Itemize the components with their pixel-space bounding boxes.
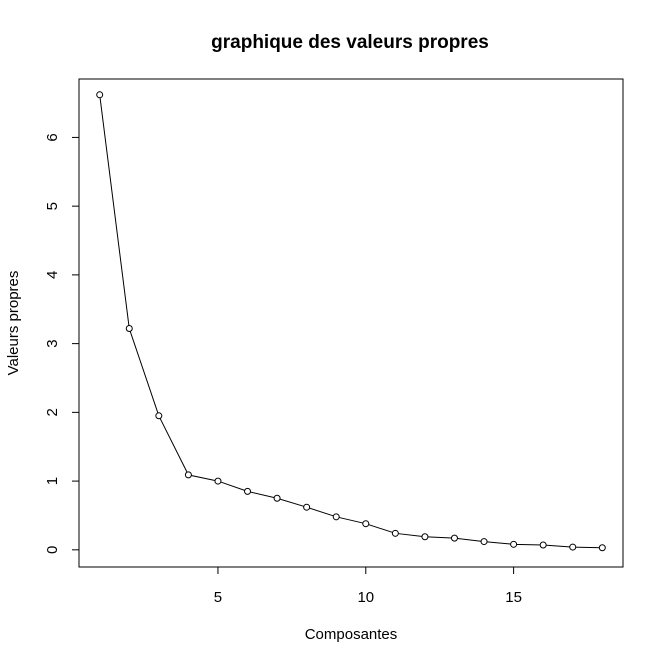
eigenvalue-line xyxy=(99,94,603,549)
eigenvalue-point xyxy=(155,412,163,420)
eigenvalue-point xyxy=(184,471,192,479)
eigenvalue-point xyxy=(510,540,518,548)
eigenvalue-point xyxy=(96,91,104,99)
chart-title: graphique des valeurs propres xyxy=(211,32,489,53)
eigenvalue-point xyxy=(214,477,222,485)
y-tick-label: 5 xyxy=(44,202,61,210)
eigenvalue-point xyxy=(421,533,429,541)
y-tick-label: 0 xyxy=(44,546,61,554)
y-axis: 0 1 2 3 4 5 6 xyxy=(44,133,80,554)
x-axis-label: Composantes xyxy=(305,626,398,643)
x-axis: 5 10 15 xyxy=(214,566,522,606)
y-tick-label: 1 xyxy=(44,477,61,485)
x-tick-label: 10 xyxy=(357,589,374,606)
eigenvalue-point xyxy=(569,543,577,551)
eigenvalue-point xyxy=(480,538,488,546)
y-tick-label: 6 xyxy=(44,133,61,141)
eigenvalue-point xyxy=(539,541,547,549)
x-tick-label: 15 xyxy=(505,589,522,606)
eigenvalue-point xyxy=(391,529,399,537)
eigenvalue-point xyxy=(598,544,606,552)
plot-area xyxy=(78,78,624,568)
y-tick-label: 3 xyxy=(44,339,61,347)
y-tick-label: 2 xyxy=(44,408,61,416)
x-tick-label: 5 xyxy=(214,589,222,606)
eigenvalue-point xyxy=(450,534,458,542)
y-tick-label: 4 xyxy=(44,271,61,279)
eigenvalue-point xyxy=(244,487,252,495)
eigenvalue-point xyxy=(303,503,311,511)
y-axis-label: Valeurs propres xyxy=(5,271,22,376)
eigenvalue-point xyxy=(273,494,281,502)
eigenvalue-point xyxy=(125,324,133,332)
eigenvalue-point xyxy=(332,513,340,521)
eigenvalue-point xyxy=(362,520,370,528)
eigenvalue-points xyxy=(96,91,606,552)
